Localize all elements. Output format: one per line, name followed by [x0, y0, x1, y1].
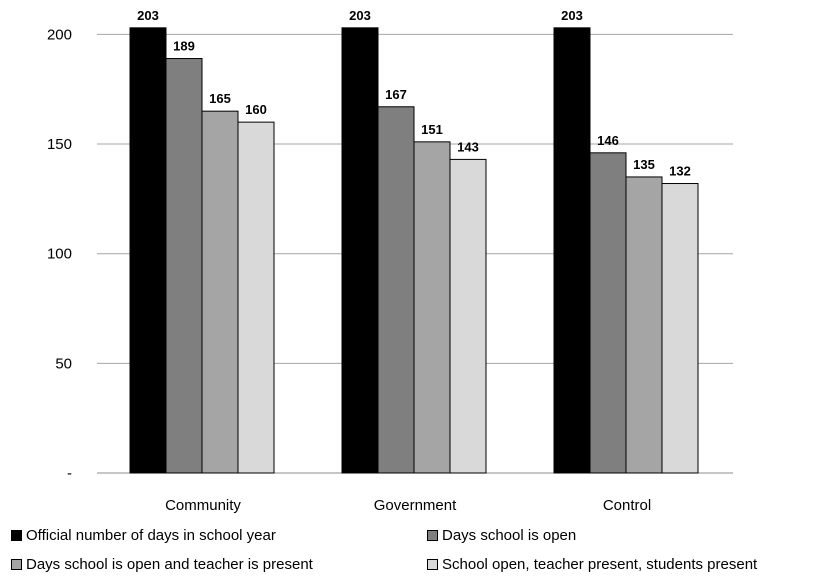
data-label: 151 — [421, 122, 443, 137]
bar — [661, 183, 699, 474]
bar — [625, 176, 663, 474]
bar — [201, 110, 239, 474]
bar — [449, 158, 487, 474]
data-label: 143 — [457, 139, 479, 154]
y-tick-label: 50 — [55, 355, 72, 372]
y-tick-label: - — [67, 465, 72, 482]
bar — [165, 58, 203, 474]
x-axis-tick-labels: Community Government Control — [165, 497, 651, 514]
bar — [377, 106, 415, 474]
data-label: 132 — [669, 164, 691, 179]
data-label: 165 — [209, 91, 231, 106]
bars — [129, 27, 699, 474]
data-label: 167 — [385, 87, 407, 102]
bar — [589, 152, 627, 474]
bar — [553, 27, 591, 474]
bar — [413, 141, 451, 474]
data-label: 135 — [633, 157, 655, 172]
data-label: 189 — [173, 39, 195, 54]
x-tick-label: Government — [374, 497, 457, 514]
data-label: 160 — [245, 102, 267, 117]
data-label: 203 — [137, 8, 159, 23]
bar — [341, 27, 379, 474]
y-tick-label: 150 — [47, 136, 72, 153]
x-tick-label: Control — [603, 497, 651, 514]
bar — [129, 27, 167, 474]
data-label: 203 — [349, 8, 371, 23]
bar — [237, 121, 275, 474]
data-labels: 203 189 165 160 203 167 151 143 203 146 135 132 — [137, 8, 691, 179]
data-label: 146 — [597, 133, 619, 148]
y-tick-label: 100 — [47, 246, 72, 263]
data-label: 203 — [561, 8, 583, 23]
y-tick-label: 200 — [47, 26, 72, 43]
y-axis-tick-labels: - 50 100 150 200 — [47, 26, 72, 482]
x-tick-label: Community — [165, 497, 241, 514]
